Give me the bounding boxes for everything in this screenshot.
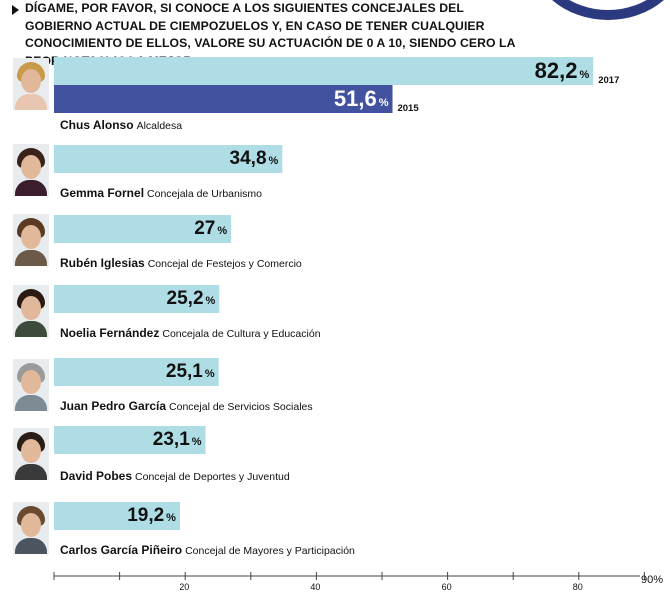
person-role: Concejala de Urbanismo [147, 188, 263, 200]
person-role: Concejala de Cultura y Educación [162, 328, 321, 340]
bar-value-number: 82,2 [534, 58, 578, 83]
person-role: Alcaldesa [136, 120, 183, 132]
x-axis-max-label: 90% [641, 574, 664, 586]
photo-body-shape [15, 180, 47, 196]
bar-1-2015 [54, 85, 393, 113]
person-label: Chus Alonso Alcaldesa [60, 118, 182, 132]
person-role: Concejal de Festejos y Comercio [147, 258, 302, 270]
x-tick-label: 20 [179, 582, 190, 592]
photo-face-shape [21, 69, 41, 93]
bar-value-label: 51,6% [334, 86, 389, 112]
person-label: Rubén Iglesias Concejal de Festejos y Com… [60, 256, 302, 270]
person-label: Gemma Fornel Concejala de Urbanismo [60, 186, 262, 200]
bar-value-number: 51,6 [333, 86, 377, 111]
person-label: Noelia Fernández Concejala de Cultura y E… [60, 326, 321, 340]
bar-value-label: 25,1% [166, 361, 215, 383]
x-tick-label: 60 [441, 582, 452, 592]
bar-1-2017 [54, 57, 594, 85]
bar-7 [54, 502, 180, 530]
photo-body-shape [15, 321, 47, 337]
bullet-arrow-icon [12, 5, 19, 15]
person-photo [13, 144, 49, 196]
bar-value-label: 19,2% [127, 505, 176, 527]
percent-sign: % [217, 225, 228, 237]
bar-value-number: 25,1 [165, 361, 203, 382]
photo-body-shape [15, 94, 47, 110]
photo-body-shape [15, 538, 47, 554]
bar-3 [54, 215, 232, 243]
bar-value-label: 27% [194, 218, 227, 240]
person-name: Carlos García Piñeiro [60, 543, 183, 557]
bar-2 [54, 145, 283, 173]
person-photo [13, 359, 49, 411]
percent-sign: % [204, 368, 215, 380]
person-label: Juan Pedro García Concejal de Servicios S… [60, 399, 313, 413]
photo-body-shape [15, 250, 47, 266]
photo-face-shape [21, 439, 41, 463]
year-label-2015: 2015 [397, 103, 419, 114]
person-name: Gemma Fornel [60, 186, 145, 200]
person-role: Concejal de Mayores y Participación [185, 545, 355, 557]
bar-value-label: 23,1% [153, 429, 202, 451]
person-photo [13, 214, 49, 266]
person-label: Carlos García Piñeiro Concejal de Mayores… [60, 543, 355, 557]
question-heading: DÍGAME, POR FAVOR, SI CONOCE A LOS SIGUI… [12, 0, 522, 70]
question-text: DÍGAME, POR FAVOR, SI CONOCE A LOS SIGUI… [25, 1, 516, 68]
photo-face-shape [21, 513, 41, 537]
person-photo [13, 428, 49, 480]
bar-value-label: 25,2% [167, 288, 216, 310]
person-photo [13, 502, 49, 554]
person-name: Juan Pedro García [60, 399, 167, 413]
photo-body-shape [15, 395, 47, 411]
photo-body-shape [15, 464, 47, 480]
percent-sign: % [166, 512, 176, 524]
photo-face-shape [21, 155, 41, 179]
photo-face-shape [21, 370, 41, 394]
person-photo [13, 58, 49, 110]
bar-6 [54, 426, 206, 454]
percent-sign: % [191, 436, 202, 448]
percent-sign: % [268, 155, 279, 167]
bar-4 [54, 285, 220, 313]
photo-face-shape [21, 296, 41, 320]
person-name: Chus Alonso [60, 118, 134, 132]
person-name: David Pobes [60, 469, 133, 483]
person-label: David Pobes Concejal de Deportes y Juvent… [60, 469, 290, 483]
bar-value-number: 34,8 [229, 148, 267, 169]
percent-sign: % [579, 69, 590, 81]
bar-value-number: 27 [194, 218, 216, 239]
person-name: Rubén Iglesias [60, 256, 145, 270]
photo-face-shape [21, 225, 41, 249]
person-role: Concejal de Deportes y Juventud [135, 471, 290, 483]
bar-value-label: 82,2% [535, 58, 590, 84]
person-photo [13, 285, 49, 337]
bar-5 [54, 358, 219, 386]
bar-value-number: 25,2 [166, 288, 204, 309]
percent-sign: % [205, 295, 216, 307]
bar-value-number: 19,2 [127, 505, 165, 526]
percent-sign: % [378, 97, 389, 109]
x-tick-label: 40 [310, 582, 321, 592]
x-tick-label: 80 [572, 582, 583, 592]
person-name: Noelia Fernández [60, 326, 160, 340]
bar-value-number: 23,1 [152, 429, 190, 450]
person-role: Concejal de Servicios Sociales [169, 401, 313, 413]
year-label-2017: 2017 [598, 75, 620, 86]
bar-value-label: 34,8% [230, 148, 279, 170]
